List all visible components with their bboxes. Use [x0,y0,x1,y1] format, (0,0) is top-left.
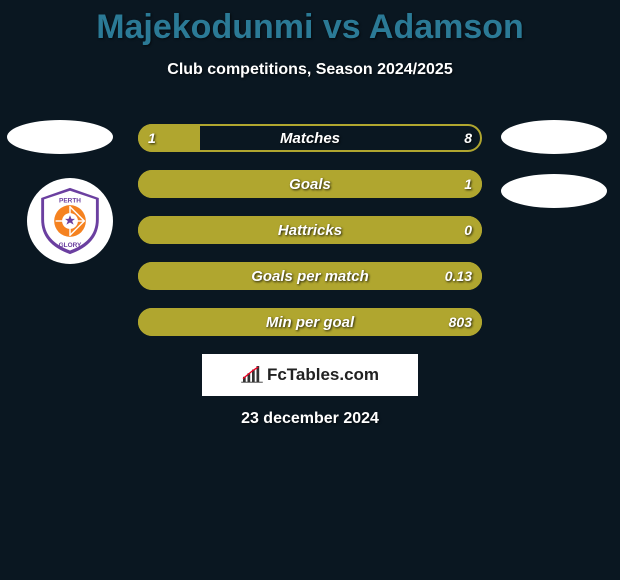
subtitle: Club competitions, Season 2024/2025 [0,61,620,79]
bar-label: Hattricks [138,216,482,244]
player-photo-left-placeholder [7,120,113,154]
player-photo-right-placeholder-1 [501,120,607,154]
bar-value-right: 8 [464,124,472,152]
perth-glory-badge-icon: PERTH GLORY [34,185,106,257]
bar-label: Goals [138,170,482,198]
bar-row: Min per goal803 [138,308,482,336]
bar-value-left: 1 [148,124,156,152]
comparison-bars: Matches18Goals1Hattricks0Goals per match… [138,124,482,354]
date-text: 23 december 2024 [0,410,620,428]
page-title: Majekodunmi vs Adamson [0,0,620,47]
bar-value-right: 0.13 [445,262,472,290]
branding-text: FcTables.com [267,365,379,385]
bar-value-right: 1 [464,170,472,198]
bar-row: Goals1 [138,170,482,198]
bar-row: Hattricks0 [138,216,482,244]
bar-label: Matches [138,124,482,152]
club-badge-left: PERTH GLORY [27,178,113,264]
bar-row: Goals per match0.13 [138,262,482,290]
bar-value-right: 803 [449,308,472,336]
branding-banner: FcTables.com [202,354,418,396]
player-photo-right-placeholder-2 [501,174,607,208]
bar-label: Min per goal [138,308,482,336]
bar-row: Matches1 8 [138,124,482,152]
bar-label: Goals per match [138,262,482,290]
chart-icon [241,366,263,384]
bar-value-right: 0 [464,216,472,244]
svg-text:PERTH: PERTH [59,197,81,204]
svg-text:GLORY: GLORY [59,242,82,249]
